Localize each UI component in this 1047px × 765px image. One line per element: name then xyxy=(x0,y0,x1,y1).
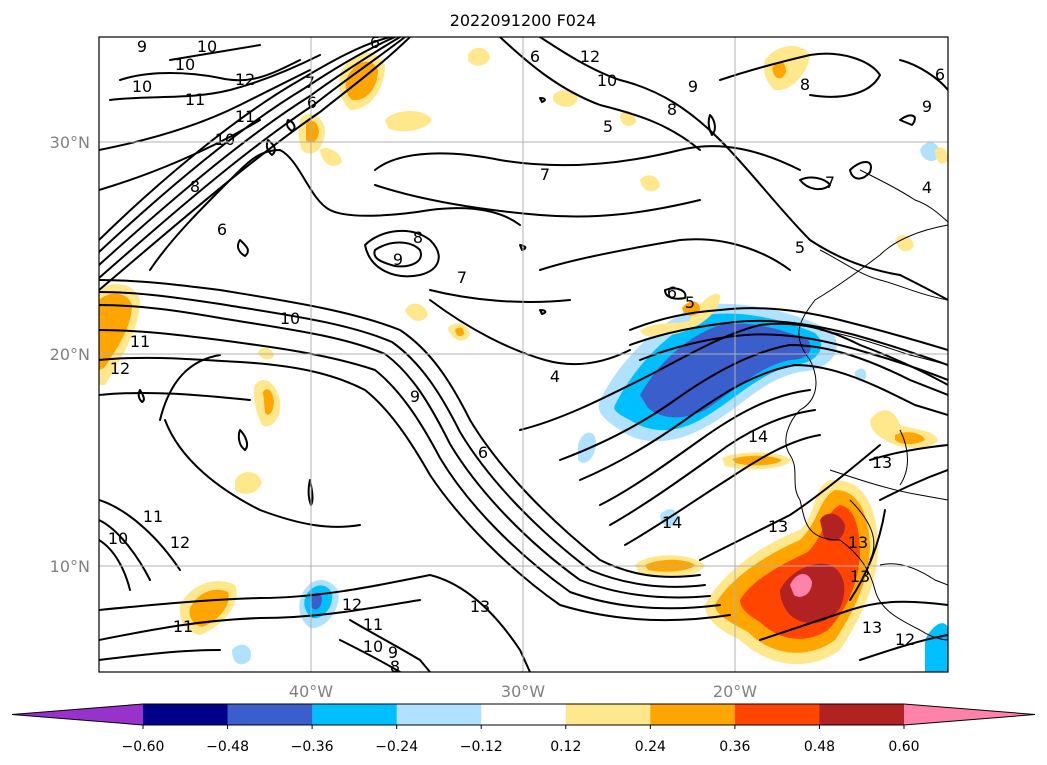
contour-label: 7 xyxy=(305,73,315,92)
colorbar-bin xyxy=(481,704,567,725)
positive-anomaly-fill xyxy=(99,45,948,665)
map-title: 2022091200 F024 xyxy=(450,11,597,30)
contour-label: 7 xyxy=(540,165,550,184)
colorbar-tick-label: −0.12 xyxy=(460,739,503,755)
map-area: 9 10 10 10 11 12 11 10 6 7 6 6 9 8 7 5 1… xyxy=(99,33,948,676)
contour-label: 14 xyxy=(748,427,768,446)
contour-label: 10 xyxy=(363,637,383,656)
contour-label: 6 xyxy=(370,33,380,52)
colorbar-bin xyxy=(312,704,398,725)
colorbar-bin xyxy=(143,704,229,725)
contour-label: 9 xyxy=(410,387,420,406)
colorbar-tick-label: −0.24 xyxy=(375,739,418,755)
map-frame xyxy=(98,36,949,673)
contour-label: 14 xyxy=(662,513,682,532)
contour-label: 10 xyxy=(175,55,195,74)
contour-label: 13 xyxy=(872,453,892,472)
contour-label: 10 xyxy=(280,309,300,328)
colorbar-tick-label: 0.60 xyxy=(888,739,919,755)
colorbar-tick-label: 0.48 xyxy=(804,739,835,755)
contour-label: 8 xyxy=(190,177,200,196)
colorbar: −0.60 −0.48 −0.36 −0.24 −0.12 0.12 0.24 0.36 0.4… xyxy=(11,703,1036,755)
lon-tick-label: 30°W xyxy=(501,682,545,701)
contour-label: 9 xyxy=(388,643,398,662)
contour-label: 9 xyxy=(922,97,932,116)
contour-label: 7 xyxy=(825,173,835,192)
contour-label: 11 xyxy=(235,107,255,126)
latitude-labels: 30°N 20°N 10°N xyxy=(50,133,90,576)
contour-label: 11 xyxy=(143,507,163,526)
contour-label: 8 xyxy=(800,75,810,94)
contour-label: 13 xyxy=(470,597,490,616)
contour-label: 13 xyxy=(862,618,882,637)
contour-label: 9 xyxy=(393,250,403,269)
contour-label: 7 xyxy=(457,268,467,287)
contour-label: 13 xyxy=(848,533,868,552)
contour-label: 8 xyxy=(390,657,400,676)
contour-label: 9 xyxy=(137,37,147,56)
contour-label: 10 xyxy=(132,77,152,96)
contour-label-group: 9 10 10 10 11 12 11 10 6 7 6 6 9 8 7 5 1… xyxy=(108,33,945,676)
colorbar-bin xyxy=(565,704,651,725)
gridlines xyxy=(99,37,948,672)
contour-label: 10 xyxy=(197,37,217,56)
colorbar-bin xyxy=(734,704,820,725)
lat-tick-label: 20°N xyxy=(50,345,90,364)
lon-tick-label: 40°W xyxy=(289,682,333,701)
contour-label: 13 xyxy=(768,517,788,536)
contour-label: 12 xyxy=(110,359,130,378)
contour-label: 8 xyxy=(667,100,677,119)
lat-tick-label: 10°N xyxy=(50,557,90,576)
contour-label: 12 xyxy=(235,70,255,89)
colorbar-tick-label: −0.60 xyxy=(122,739,165,755)
contour-label: 12 xyxy=(580,47,600,66)
contour-label: 8 xyxy=(413,228,423,247)
contour-label: 12 xyxy=(895,630,915,649)
contour-label: 4 xyxy=(922,178,932,197)
contour-label: 11 xyxy=(363,615,383,634)
contour-label: 5 xyxy=(795,238,805,257)
longitude-labels: 40°W 30°W 20°W xyxy=(289,682,757,701)
contour-label: 6 xyxy=(307,93,317,112)
contour-label: 6 xyxy=(935,65,945,84)
contour-label: 12 xyxy=(170,533,190,552)
colorbar-tick-label: −0.36 xyxy=(291,739,334,755)
lon-tick-label: 20°W xyxy=(713,682,757,701)
contour-label: 4 xyxy=(550,367,560,386)
contour-label: 6 xyxy=(217,220,227,239)
colorbar-extend-high xyxy=(904,704,1035,725)
contour-label: 11 xyxy=(130,332,150,351)
contour-label: 10 xyxy=(215,130,235,149)
contour-label: 9 xyxy=(688,77,698,96)
colorbar-tick-label: −0.48 xyxy=(206,739,249,755)
contour-label: 10 xyxy=(108,529,128,548)
contour-label: 5 xyxy=(685,293,695,312)
colorbar-bin xyxy=(650,704,736,725)
contour-label: 12 xyxy=(342,595,362,614)
contour-label: 13 xyxy=(850,567,870,586)
coastline xyxy=(785,169,948,641)
contour-label: 11 xyxy=(173,617,193,636)
colorbar-tick-label: 0.12 xyxy=(550,739,581,755)
colorbar-bin xyxy=(819,704,905,725)
colorbar-extend-low xyxy=(12,704,143,725)
colorbar-bin xyxy=(396,704,482,725)
contour-label: 10 xyxy=(597,71,617,90)
contour-label: 6 xyxy=(478,443,488,462)
contour-label: 6 xyxy=(530,47,540,66)
colorbar-tick-label: 0.36 xyxy=(719,739,750,755)
lat-tick-label: 30°N xyxy=(50,133,90,152)
contour-label: 6 xyxy=(667,283,677,302)
colorbar-bin xyxy=(227,704,313,725)
contour-label: 5 xyxy=(603,117,613,136)
colorbar-tick-label: 0.24 xyxy=(635,739,666,755)
contour-label: 11 xyxy=(185,90,205,109)
